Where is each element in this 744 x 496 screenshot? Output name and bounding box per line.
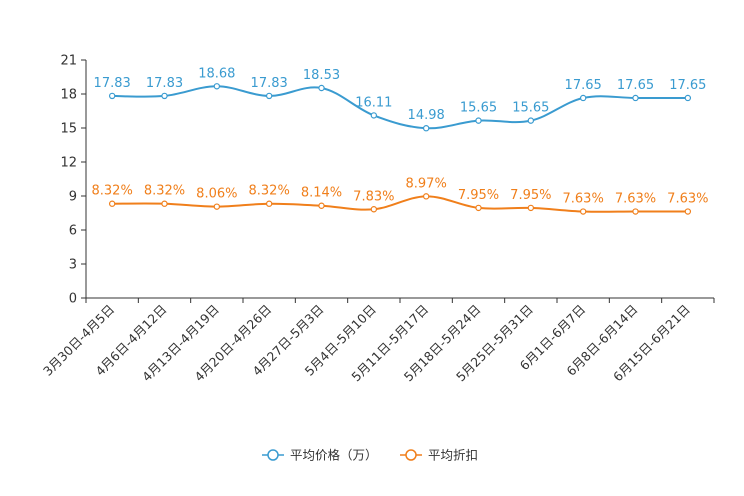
legend-label-0: 平均价格（万）: [290, 448, 378, 463]
series-0-point: [475, 117, 482, 124]
series-1-data-label: 7.63%: [615, 192, 656, 207]
series-1-point: [527, 204, 535, 212]
series-0-data-label: 15.65: [460, 101, 497, 116]
y-tick-label: 12: [60, 156, 77, 171]
series-1-data-label: 7.63%: [563, 192, 604, 207]
y-tick-label: 0: [69, 292, 77, 307]
legend-label-1: 平均折扣: [428, 448, 478, 463]
series-1-point: [475, 204, 482, 212]
series-1-data-label: 7.63%: [667, 192, 708, 207]
series-0-point: [370, 112, 378, 119]
series-0-data-label: 17.65: [565, 78, 602, 93]
legend-marker-0: [267, 449, 279, 461]
series-0-point: [265, 92, 273, 100]
series-1-data-label: 7.95%: [458, 188, 499, 203]
series-1-data-label: 7.83%: [353, 189, 394, 204]
series-1-data-label: 8.32%: [249, 184, 290, 199]
series-1-point: [579, 208, 587, 215]
series-1-point: [684, 208, 692, 215]
series-1-data-label: 8.32%: [144, 184, 185, 199]
series-1-data-label: 7.95%: [510, 188, 551, 203]
series-0-point: [579, 94, 587, 102]
series-0-point: [422, 125, 430, 132]
series-0-data-label: 15.65: [512, 101, 549, 116]
series-1-point: [318, 202, 325, 209]
y-tick-label: 9: [69, 190, 77, 205]
series-0-point: [161, 92, 168, 100]
series-1-data-label: 8.32%: [92, 184, 133, 199]
series-0-point: [318, 84, 325, 92]
series-0-data-label: 14.98: [408, 108, 445, 123]
series-0-data-label: 18.53: [303, 68, 340, 83]
series-1-point: [632, 208, 639, 215]
series-0-data-label: 18.68: [198, 66, 235, 81]
series-1-data-label: 8.06%: [196, 187, 237, 202]
series-0-data-label: 17.65: [669, 78, 706, 93]
series-0-data-label: 17.65: [617, 78, 654, 93]
series-1-point: [161, 200, 168, 207]
series-0-data-label: 17.83: [94, 76, 131, 91]
series-0-point: [108, 92, 116, 100]
legend-marker-1: [405, 449, 417, 461]
series-1-data-label: 8.14%: [301, 186, 342, 201]
series-1-point: [422, 193, 430, 200]
y-tick-label: 3: [69, 258, 77, 273]
series-1-line: [112, 195, 688, 213]
series-0-point: [684, 94, 692, 102]
series-1-data-label: 8.97%: [406, 176, 447, 191]
y-tick-label: 21: [60, 54, 77, 69]
series-0-data-label: 17.83: [251, 76, 288, 91]
y-tick-label: 15: [60, 122, 77, 137]
series-0-line: [112, 85, 688, 130]
series-1-point: [213, 203, 221, 210]
y-tick-label: 6: [69, 224, 77, 239]
series-0-point: [632, 94, 639, 102]
y-tick-label: 18: [60, 88, 77, 103]
series-1-point: [108, 200, 116, 207]
series-0-point: [213, 83, 221, 90]
series-1-point: [370, 206, 378, 213]
series-0-data-label: 16.11: [355, 95, 392, 110]
series-0-point: [527, 117, 535, 124]
series-0-data-label: 17.83: [146, 76, 183, 91]
series-1-point: [265, 200, 273, 207]
